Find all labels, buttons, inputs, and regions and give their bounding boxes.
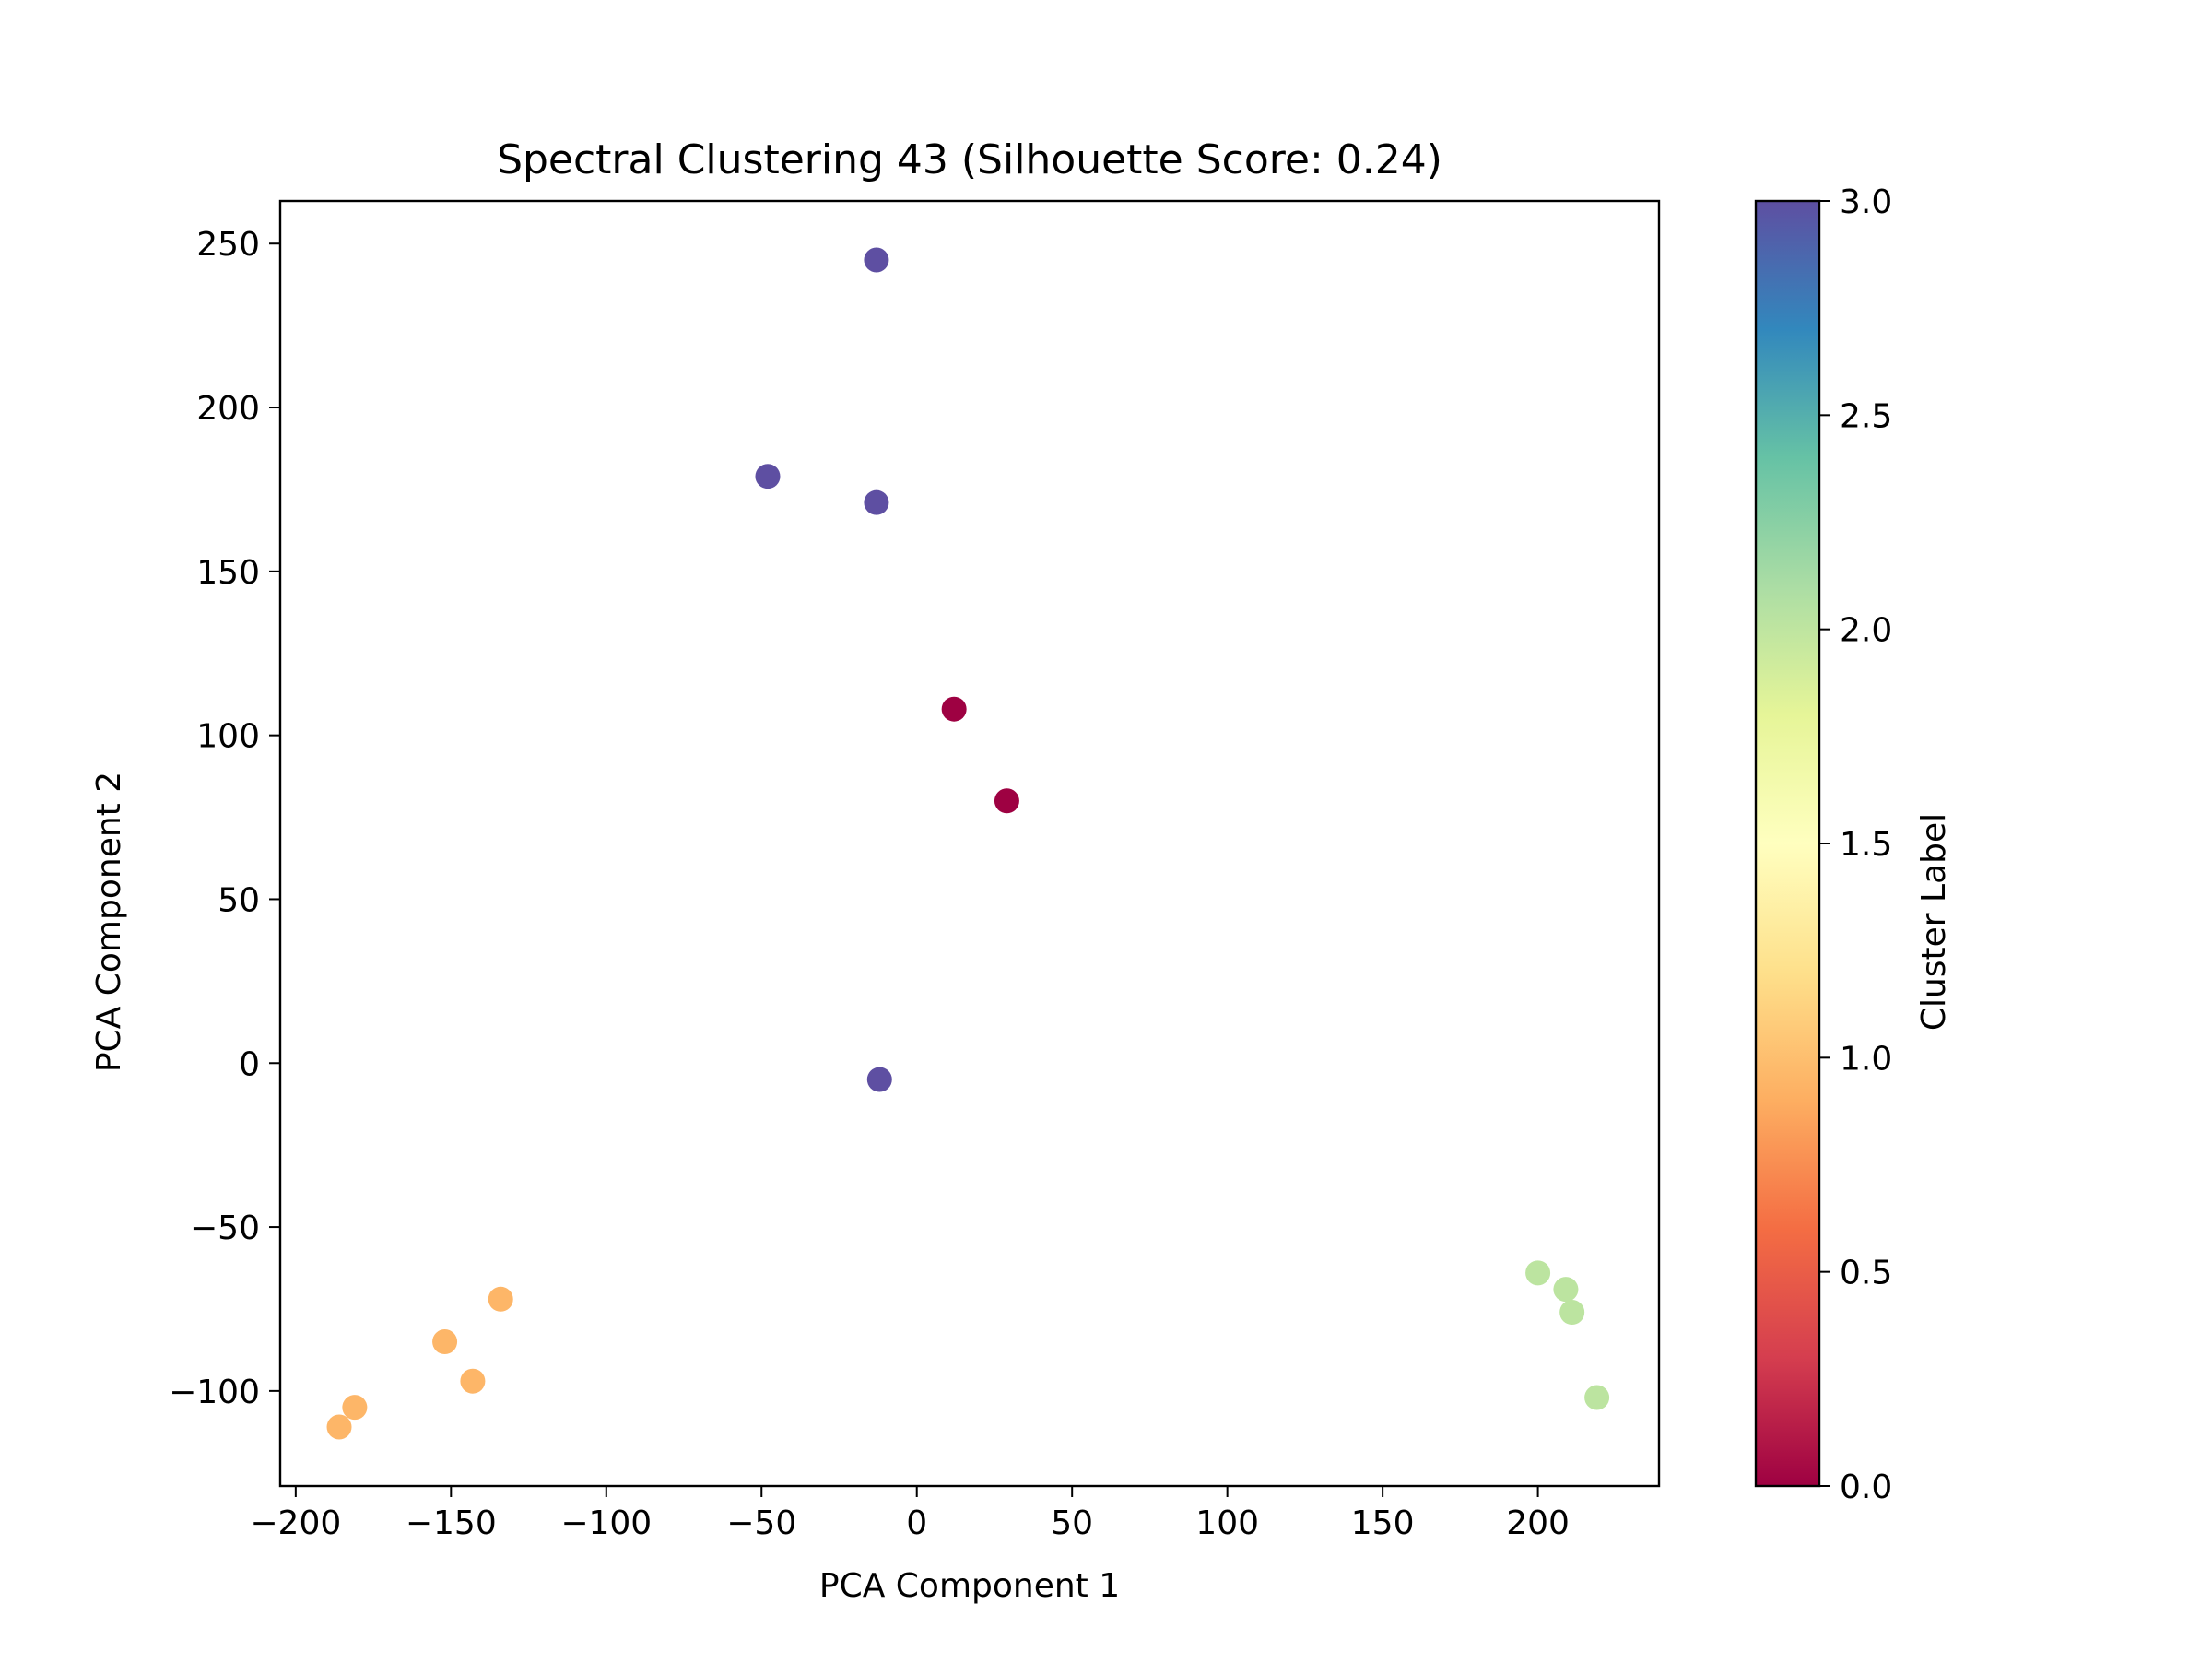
data-point-cluster-1 <box>488 1286 513 1312</box>
y-tick-label: −100 <box>169 1374 260 1411</box>
x-tick-label: 200 <box>1506 1504 1570 1542</box>
data-point-cluster-0 <box>994 788 1019 814</box>
colorbar-tick-label: 2.5 <box>1840 397 1892 435</box>
y-axis-title: PCA Component 2 <box>90 772 128 1072</box>
y-tick-label: 250 <box>196 226 260 264</box>
colorbar-gradient <box>1754 199 1821 1488</box>
x-axis-title: PCA Component 1 <box>819 1567 1120 1605</box>
colorbar-tick-label: 0.0 <box>1840 1468 1892 1506</box>
data-point-cluster-3 <box>864 247 889 273</box>
y-tick-label: 150 <box>196 554 260 592</box>
y-tick-label: 100 <box>196 718 260 756</box>
data-point-cluster-1 <box>460 1368 486 1394</box>
x-tick-label: 0 <box>906 1504 927 1542</box>
x-tick-label: −50 <box>726 1504 796 1542</box>
data-point-cluster-2 <box>1584 1385 1610 1410</box>
x-tick-label: 150 <box>1351 1504 1415 1542</box>
y-tick-label: 50 <box>218 881 260 919</box>
colorbar-title: Cluster Label <box>1915 813 1953 1031</box>
colorbar: 0.0 0.5 1.0 1.5 2.0 2.5 3.0 <box>1754 183 1892 1506</box>
x-tick-label: −100 <box>560 1504 652 1542</box>
data-point-cluster-3 <box>755 464 781 489</box>
data-point-cluster-3 <box>864 489 889 515</box>
data-point-cluster-2 <box>1559 1300 1585 1326</box>
data-point-cluster-1 <box>326 1414 352 1440</box>
colorbar-tick-label: 1.0 <box>1840 1040 1892 1078</box>
data-point-cluster-3 <box>866 1067 892 1092</box>
plot-frame <box>278 199 1661 1488</box>
colorbar-tick-label: 1.5 <box>1840 826 1892 864</box>
data-point-cluster-2 <box>1525 1260 1551 1286</box>
colorbar-tick-label: 3.0 <box>1840 183 1892 221</box>
data-point-cluster-1 <box>342 1395 368 1421</box>
data-point-cluster-0 <box>941 696 967 722</box>
data-point-cluster-1 <box>432 1329 458 1355</box>
x-tick-label: −200 <box>250 1504 341 1542</box>
y-tick-label: −50 <box>190 1209 260 1247</box>
x-tick-label: 100 <box>1195 1504 1259 1542</box>
colorbar-tick-label: 2.0 <box>1840 612 1892 650</box>
colorbar-tick-label: 0.5 <box>1840 1255 1892 1292</box>
plot-area: −200 −150 −100 −50 0 50 100 150 200 −100 −50 0 50 100… <box>169 199 1661 1542</box>
chart-title: Spectral Clustering 43 (Silhouette Score… <box>497 136 1442 183</box>
x-tick-label: 50 <box>1051 1504 1093 1542</box>
x-tick-label: −150 <box>406 1504 497 1542</box>
y-tick-label: 0 <box>239 1045 260 1083</box>
y-tick-label: 200 <box>196 390 260 428</box>
data-point-cluster-2 <box>1553 1277 1579 1303</box>
